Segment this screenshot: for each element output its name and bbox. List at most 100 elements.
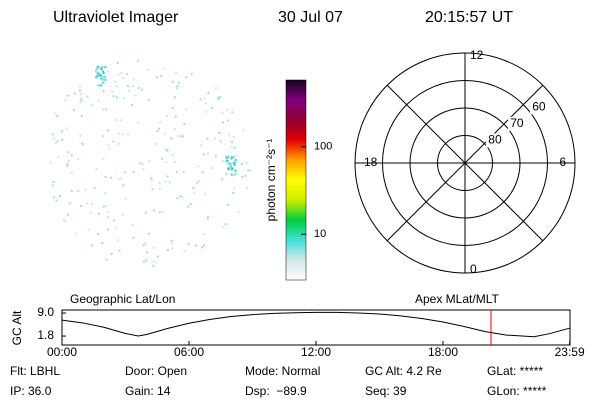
image-pixel xyxy=(97,233,100,236)
plot-title: Geographic Lat/Lon xyxy=(70,292,175,306)
image-pixel xyxy=(157,127,160,130)
image-pixel xyxy=(174,128,177,131)
image-pixel xyxy=(79,99,82,102)
image-pixel xyxy=(73,109,76,112)
image-pixel xyxy=(225,160,228,163)
image-pixel xyxy=(153,209,156,212)
image-pixel xyxy=(67,160,70,163)
image-pixel xyxy=(176,85,179,88)
mlt-label: 0 xyxy=(470,262,477,276)
image-pixel xyxy=(112,140,115,143)
image-pixel xyxy=(226,108,229,111)
image-pixel xyxy=(246,187,249,190)
image-pixel xyxy=(49,161,52,164)
image-pixel xyxy=(222,159,225,162)
image-pixel xyxy=(156,255,159,258)
image-pixel xyxy=(245,162,248,165)
image-pixel xyxy=(182,170,185,173)
status-field: Door: Open xyxy=(125,364,187,378)
image-pixel xyxy=(80,115,83,118)
image-pixel xyxy=(76,158,79,161)
image-pixel xyxy=(124,171,127,174)
image-pixel xyxy=(183,250,186,253)
image-pixel xyxy=(225,172,228,175)
image-pixel xyxy=(219,96,222,99)
image-pixel xyxy=(165,161,168,164)
image-pixel xyxy=(207,91,210,94)
image-pixel xyxy=(166,175,169,178)
image-pixel xyxy=(234,159,237,162)
status-field: Dsp: −89.9 xyxy=(245,384,307,398)
image-pixel xyxy=(150,179,153,182)
image-pixel xyxy=(233,174,236,177)
image xyxy=(49,59,252,267)
image-pixel xyxy=(79,101,82,104)
image-pixel xyxy=(96,84,99,87)
image-pixel xyxy=(101,241,104,244)
image-pixel xyxy=(68,202,71,205)
image-pixel xyxy=(225,155,228,158)
image-pixel xyxy=(163,132,166,135)
image-pixel xyxy=(241,175,244,178)
image-pixel xyxy=(171,242,174,245)
image-pixel xyxy=(139,162,142,165)
image-pixel xyxy=(107,129,110,132)
image-pixel xyxy=(53,196,56,199)
ring-label: 80 xyxy=(488,133,502,147)
image-pixel xyxy=(203,97,206,100)
image-pixel xyxy=(159,120,162,123)
mlt-label: 12 xyxy=(470,48,484,62)
image-pixel xyxy=(226,159,229,162)
image-pixel xyxy=(107,228,110,231)
ring xyxy=(409,107,521,219)
image-pixel xyxy=(120,119,123,122)
image-pixel xyxy=(155,142,158,145)
image-pixel xyxy=(126,84,129,87)
image-pixel xyxy=(79,134,82,137)
image-pixel xyxy=(233,155,236,158)
status-field: GLon: ***** xyxy=(487,384,547,398)
image-pixel xyxy=(80,97,83,100)
image-pixel xyxy=(164,148,167,151)
image-pixel xyxy=(55,199,58,202)
image-pixel xyxy=(206,137,209,140)
status-field: IP: 36.0 xyxy=(10,384,52,398)
image-pixel xyxy=(54,142,57,145)
image-pixel xyxy=(166,114,169,117)
image-pixel xyxy=(222,226,225,229)
image-pixel xyxy=(107,210,110,213)
image-pixel xyxy=(102,70,105,73)
image-pixel xyxy=(230,145,233,148)
image-pixel xyxy=(233,135,236,138)
image-pixel xyxy=(102,90,105,93)
image-pixel xyxy=(102,108,105,111)
image-pixel xyxy=(172,153,175,156)
image-pixel xyxy=(140,88,143,91)
image-pixel xyxy=(168,181,171,184)
image-pixel xyxy=(152,246,155,249)
image-pixel xyxy=(201,171,204,174)
image-pixel xyxy=(117,142,120,145)
image-pixel xyxy=(116,61,119,64)
image-pixel xyxy=(145,259,148,262)
image-pixel xyxy=(78,89,81,92)
image-pixel xyxy=(106,216,109,219)
image-pixel xyxy=(107,70,110,73)
x-tick-label: 23:59 xyxy=(555,345,585,359)
image-pixel xyxy=(202,232,205,235)
image-pixel xyxy=(175,170,178,173)
image-pixel xyxy=(167,248,170,251)
image-pixel xyxy=(217,97,220,100)
colorbar-label: photon cm⁻²s⁻¹ xyxy=(264,139,278,222)
image-pixel xyxy=(118,73,121,76)
image-pixel xyxy=(227,155,230,158)
image-pixel xyxy=(175,71,178,74)
image-pixel xyxy=(122,97,125,100)
image-pixel xyxy=(95,167,98,170)
image-pixel xyxy=(56,115,59,118)
image-pixel xyxy=(155,76,158,79)
image-pixel xyxy=(215,87,218,90)
image-pixel xyxy=(124,197,127,200)
image-pixel xyxy=(96,74,99,77)
